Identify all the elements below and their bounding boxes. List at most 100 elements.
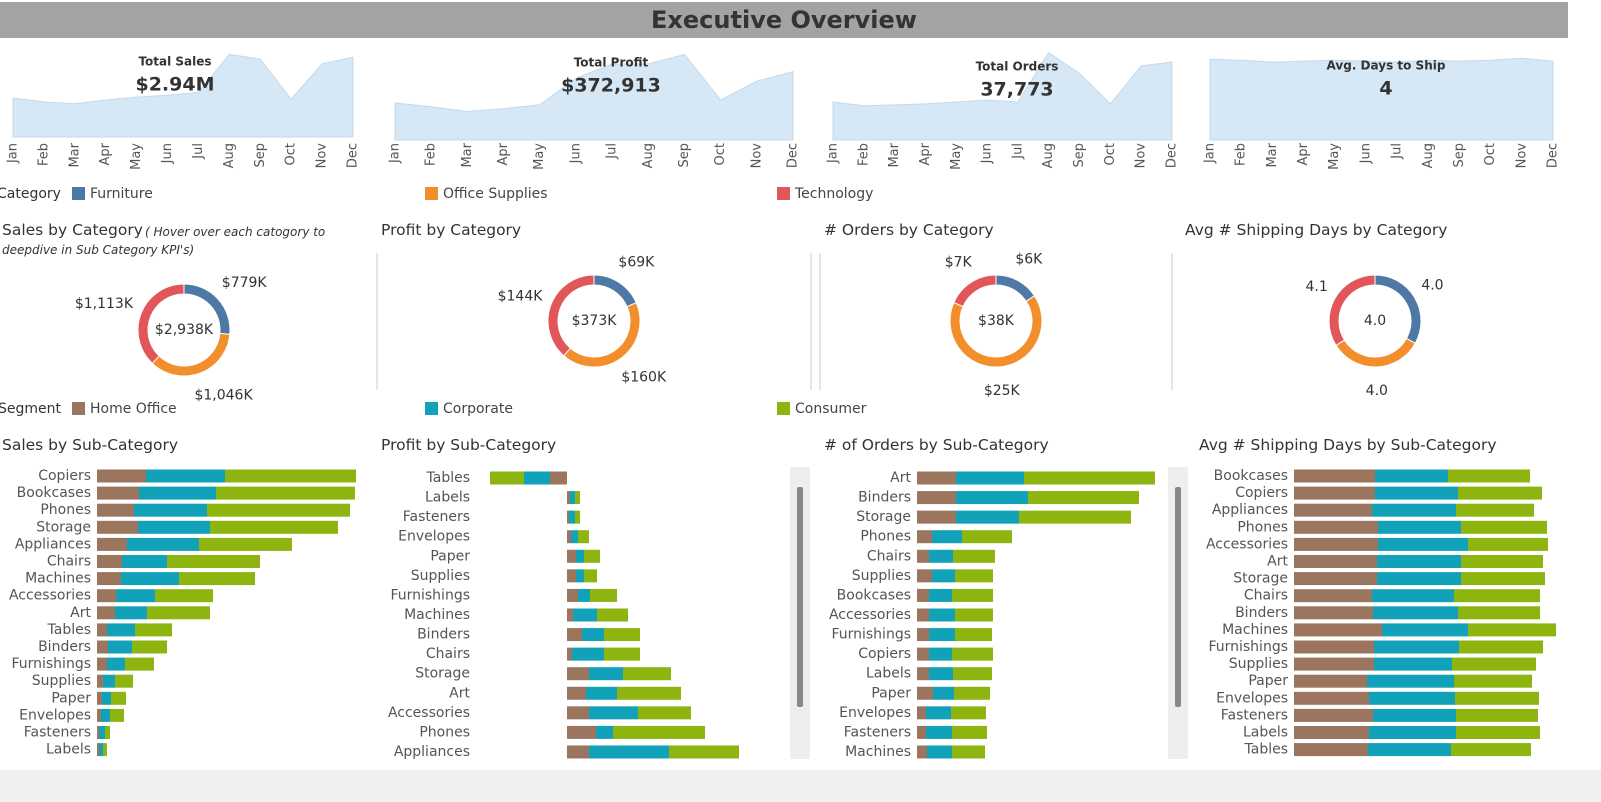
bar-segment <box>108 640 132 654</box>
month-label: Sep <box>1072 143 1087 168</box>
bar-segment <box>1377 555 1461 568</box>
bar-segment <box>1372 589 1454 603</box>
bar-segment <box>132 640 167 654</box>
bar-segment <box>1294 486 1375 500</box>
category-label: Labels <box>1243 725 1288 741</box>
bar-segment <box>127 537 199 551</box>
category-label: Supplies <box>32 673 91 689</box>
bar-segment <box>917 510 956 524</box>
kpi-title: Total Orders <box>976 60 1059 74</box>
bar-segment <box>917 667 929 681</box>
dashboard-title: Executive Overview <box>651 6 917 34</box>
month-label: Apr <box>918 142 933 165</box>
category-label: Accessories <box>1206 536 1288 552</box>
bar-segment <box>584 549 600 563</box>
bar-segment <box>570 491 575 505</box>
bar-segment <box>1374 657 1452 671</box>
scrollbar-thumb[interactable] <box>797 487 803 707</box>
bar-segment <box>135 623 172 637</box>
month-label: Oct <box>1103 143 1118 165</box>
bar-segment <box>1375 486 1458 500</box>
category-label: Paper <box>430 548 470 564</box>
month-label: Dec <box>346 143 361 168</box>
category-label: Labels <box>866 666 911 682</box>
bar-segment <box>929 549 953 563</box>
bar-segment <box>597 608 628 622</box>
bar-segment <box>1294 657 1374 671</box>
month-label: Feb <box>1234 143 1249 166</box>
bar-segment <box>1294 691 1369 705</box>
bar-segment <box>567 569 576 583</box>
month-label: Aug <box>641 143 656 168</box>
bar-segment <box>955 569 993 583</box>
area <box>394 53 794 141</box>
bar-segment <box>524 471 550 485</box>
bar-segment <box>105 726 110 739</box>
bar-segment <box>575 510 580 524</box>
value-label: 4.0 <box>1421 277 1443 293</box>
header-bar <box>0 2 1568 38</box>
bar-segment <box>917 647 929 661</box>
month-label: Jun <box>568 143 583 164</box>
category-label: Fasteners <box>1221 707 1288 723</box>
kpi-value: 37,773 <box>980 79 1053 101</box>
category-label: Storage <box>415 666 470 682</box>
bar-segment <box>99 743 103 757</box>
bar-segment <box>167 555 260 568</box>
bar-segment <box>97 486 139 500</box>
value-label: $1,046K <box>194 388 253 404</box>
category-label: Supplies <box>1229 656 1288 672</box>
value-label: 4.0 <box>1366 383 1388 399</box>
month-label: Jul <box>1390 143 1405 160</box>
bar-segment <box>138 520 210 534</box>
bar-segment <box>954 686 990 700</box>
value-label: $69K <box>618 254 655 270</box>
bar-segment <box>1294 469 1375 483</box>
scrollbar-thumb[interactable] <box>1175 487 1181 707</box>
bar-segment <box>567 628 582 642</box>
bar-segment <box>97 743 99 757</box>
bar-segment <box>617 686 681 700</box>
month-label: Aug <box>222 143 237 168</box>
bar-segment <box>97 606 115 620</box>
category-label: Envelopes <box>839 705 911 721</box>
center-label: $2,938K <box>155 322 214 338</box>
bar-segment <box>951 706 986 720</box>
bar-segment <box>107 657 125 671</box>
value-label: $160K <box>621 369 667 385</box>
center-label: $38K <box>978 313 1015 329</box>
bar-segment <box>97 572 121 586</box>
category-label: Storage <box>856 509 911 525</box>
legend-swatch <box>72 187 85 200</box>
bar-segment <box>1461 520 1547 534</box>
category-label: Copiers <box>38 468 91 484</box>
category-label: Fasteners <box>24 725 91 741</box>
chart-title: # Orders by Category <box>824 221 994 239</box>
bar-segment <box>613 725 705 739</box>
bar-segment <box>929 628 955 642</box>
center-label: $373K <box>572 313 618 329</box>
bar-segment <box>576 569 584 583</box>
month-label: Feb <box>424 143 439 166</box>
bar-segment <box>932 569 955 583</box>
category-label: Art <box>1267 554 1288 570</box>
category-label: Art <box>890 470 911 486</box>
category-label: Machines <box>404 607 470 623</box>
bar-segment <box>926 725 952 739</box>
donut-slice <box>1328 274 1376 347</box>
bar-segment <box>575 491 580 505</box>
bar-segment <box>567 588 578 602</box>
category-label: Tables <box>47 622 92 638</box>
area <box>832 51 1173 141</box>
bar-segment <box>567 510 569 524</box>
month-label: Feb <box>856 143 871 166</box>
value-label: $779K <box>222 275 268 291</box>
category-label: Chairs <box>47 554 91 570</box>
bar-segment <box>97 503 134 517</box>
month-label: Aug <box>1421 143 1436 168</box>
chart-title: Profit by Sub-Category <box>381 436 557 454</box>
category-label: Binders <box>417 627 470 643</box>
bar-segment <box>932 530 962 544</box>
bar-segment <box>929 647 952 661</box>
bar-segment <box>1461 572 1545 586</box>
